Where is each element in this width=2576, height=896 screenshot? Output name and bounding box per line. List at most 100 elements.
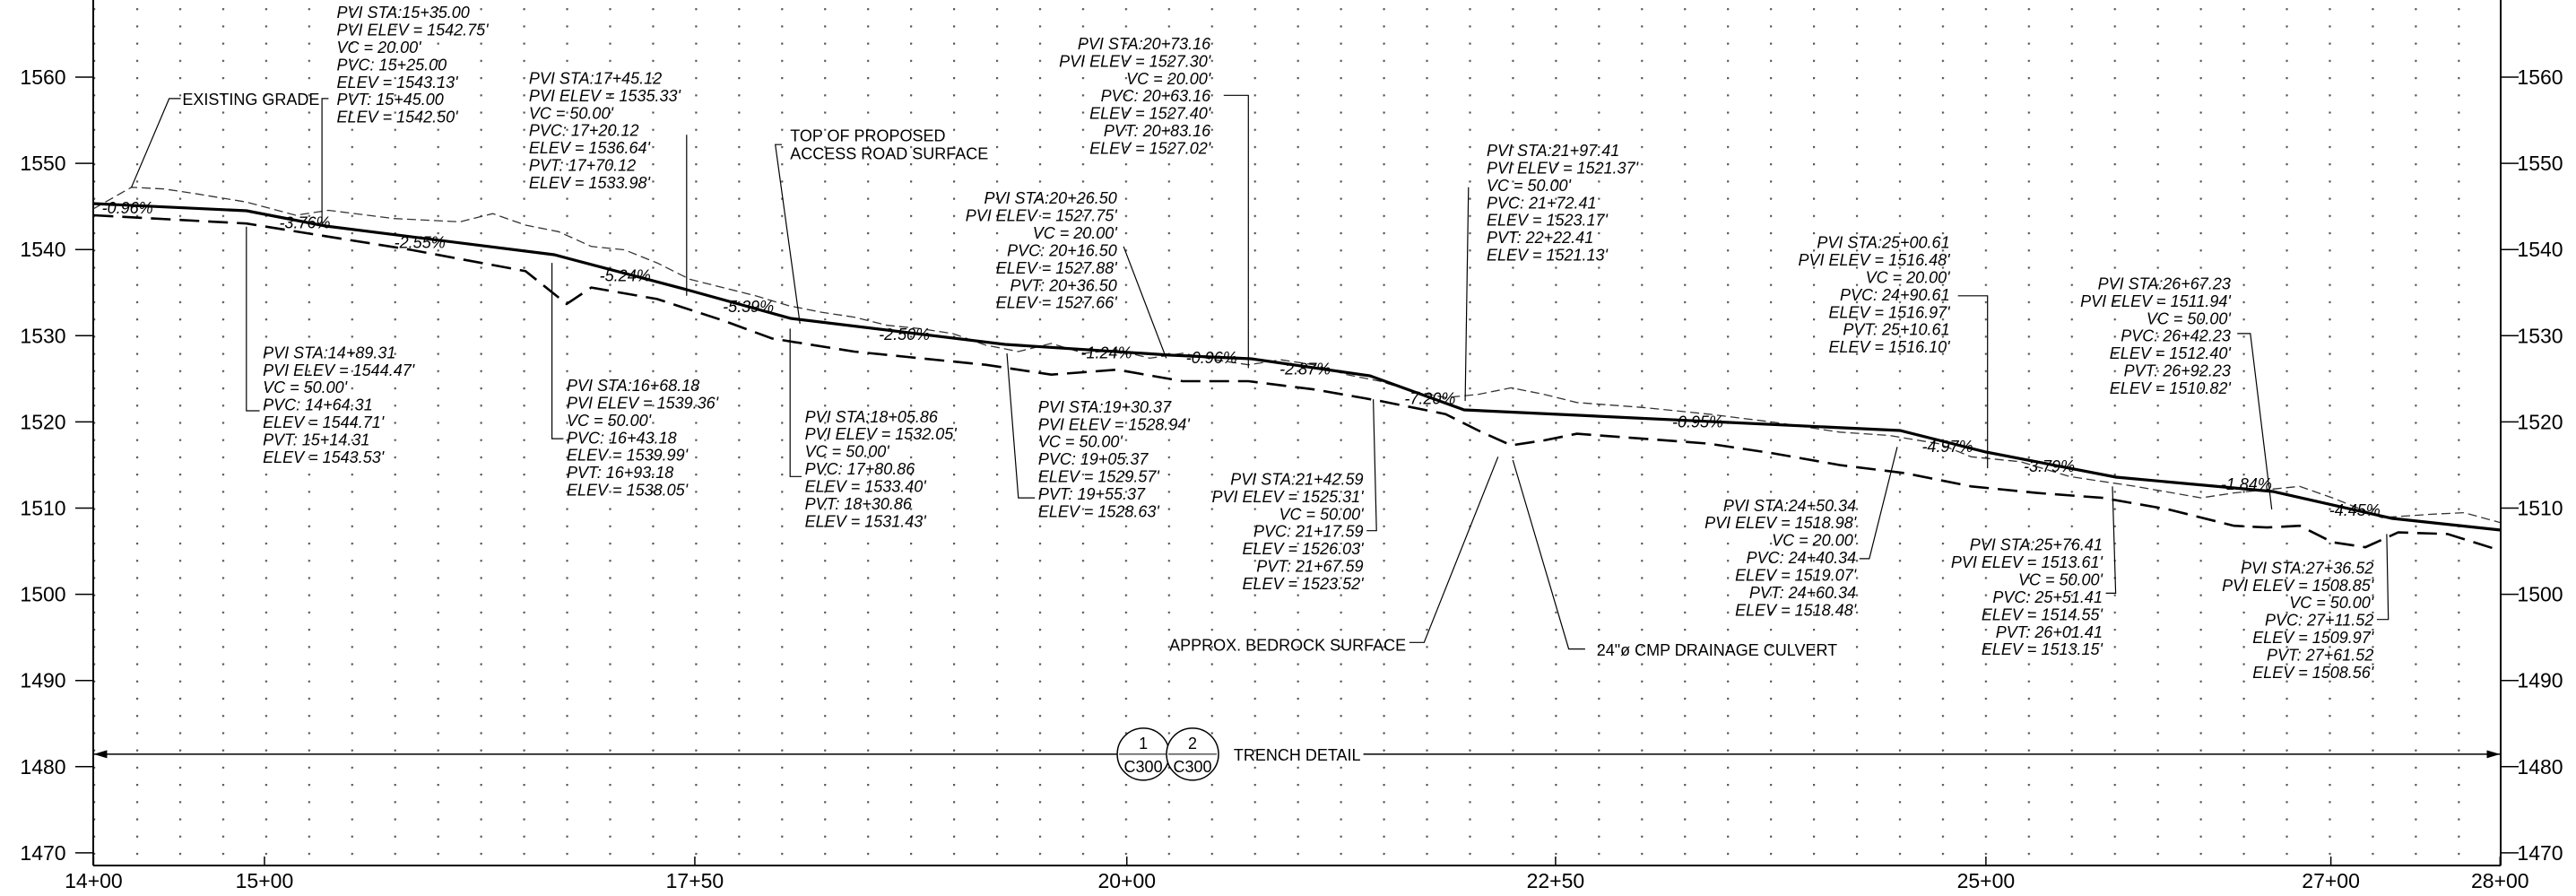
pvi-annotation: ELEV = 1510.82'	[2110, 379, 2232, 397]
grade-label: -1.24%	[1080, 344, 1132, 361]
pvi-annotation: PVC: 26+42.23	[2121, 327, 2231, 345]
pvi-annotation: VC = 50.00'	[2018, 571, 2103, 589]
pvi-annotation: PVI STA:18+05.86	[805, 408, 939, 426]
pvi-annotation: PVI ELEV = 1528.94'	[1038, 415, 1191, 433]
pvi-annotation: PVC: 25+51.41	[1992, 588, 2103, 606]
grade-label: -0.95%	[1672, 413, 1723, 431]
station-label: 22+50	[1527, 869, 1585, 892]
pvi-annotation: PVI ELEV = 1544.47'	[263, 361, 415, 379]
elevation-label: 1530	[2517, 324, 2563, 347]
trench-detail-label: TRENCH DETAIL	[1234, 746, 1361, 764]
elevation-label: 1510	[2517, 497, 2563, 520]
pvi-annotation: PVT: 26+92.23	[2124, 362, 2231, 380]
elevation-label: 1520	[20, 410, 65, 433]
pvi-annotation: VC = 50.00'	[567, 412, 652, 430]
grade-label: -2.50%	[879, 326, 930, 344]
dot-grid	[93, 0, 2501, 866]
elevation-label: 1520	[2517, 410, 2563, 433]
pvi-annotation: ELEV = 1518.48'	[1735, 601, 1857, 619]
elevation-label: 1560	[2517, 65, 2563, 89]
pvi-annotation: PVI ELEV = 1508.85'	[2222, 577, 2374, 595]
pvi-annotation: ELEV = 1531.43'	[805, 512, 927, 530]
pvi-annotation: PVT: 18+30.86	[805, 495, 913, 513]
pvi-annotation: PVC: 21+17.59	[1253, 523, 1364, 541]
station-label: 20+00	[1097, 869, 1156, 892]
pvi-annotation: ELEV = 1533.98'	[529, 174, 651, 192]
grade-label: -2.87%	[1279, 361, 1331, 378]
elevation-label: 1550	[20, 152, 65, 175]
elevation-label: 1550	[2517, 152, 2563, 175]
grade-label: -1.84%	[2221, 475, 2272, 493]
pvi-annotation: PVI ELEV = 1511.94'	[2080, 292, 2231, 310]
elevation-label: 1480	[2517, 755, 2563, 779]
pvi-annotation: VC = 20.00'	[337, 39, 422, 57]
pvi-annotation: ELEV = 1513.15'	[1982, 640, 2103, 658]
pvi-annotation: PVC: 24+40.34	[1747, 549, 1857, 567]
pvi-annotation: PVI STA:25+76.41	[1970, 536, 2103, 554]
pvi-annotation: PVC: 27+11.52	[2265, 612, 2373, 630]
pvi-annotation: PVT: 21+67.59	[1256, 558, 1363, 576]
pvi-annotation: PVC: 15+25.00	[337, 56, 447, 74]
pvi-annotation: ELEV = 1521.13'	[1487, 247, 1609, 265]
section-number: 2	[1188, 735, 1197, 752]
pvi-annotation: ELEV = 1519.07'	[1735, 566, 1857, 584]
pvi-annotation: PVT: 20+83.16	[1104, 122, 1211, 140]
pvi-annotation: VC = 50.00'	[2147, 309, 2232, 327]
pvi-annotation: PVI ELEV = 1535.33'	[529, 87, 681, 105]
pvi-annotation: VC = 50.00'	[2289, 594, 2374, 612]
pvi-annotation: ELEV = 1544.71'	[263, 413, 385, 431]
pvi-annotation: PVI ELEV = 1516.48'	[1799, 251, 1951, 269]
pvi-annotation: ELEV = 1509.97'	[2252, 629, 2374, 647]
pvi-annotation: PVC: 14+64.31	[263, 396, 373, 414]
grade-label: -0.96%	[102, 199, 153, 217]
section-number: 1	[1139, 735, 1148, 752]
pvi-annotation: PVC: 20+63.16	[1101, 87, 1212, 105]
pvi-annotation: VC = 20.00'	[1033, 224, 1118, 242]
pvi-annotation: ELEV = 1508.56'	[2252, 664, 2374, 682]
pvi-annotation: ELEV = 1538.05'	[567, 482, 689, 500]
pvi-annotation: PVC: 17+80.86	[805, 460, 916, 478]
pvi-annotation: PVC: 20+16.50	[1007, 241, 1117, 259]
pvi-annotation: VC = 50.00'	[263, 378, 348, 396]
elevation-label: 1480	[20, 755, 65, 779]
bedrock-label: APPROX. BEDROCK SURFACE	[1169, 636, 1406, 654]
pvi-annotation: PVI STA:25+00.61	[1817, 234, 1949, 252]
pvi-annotation: ELEV = 1533.40'	[805, 478, 927, 496]
pvi-annotation: PVI STA:26+67.23	[2098, 274, 2231, 292]
pvi-annotation: PVI STA:24+50.34	[1723, 497, 1856, 515]
grade-label: -4.97%	[1921, 438, 1973, 456]
pvi-annotation: ELEV = 1526.03'	[1243, 540, 1365, 558]
elevation-label: 1490	[2517, 669, 2563, 692]
pvi-annotation: ELEV = 1528.63'	[1038, 502, 1160, 520]
pvi-annotation: VC = 20.00'	[1126, 70, 1211, 88]
pvi-annotation: PVI STA:17+45.12	[529, 69, 662, 87]
station-label: 15+00	[236, 869, 294, 892]
pvi-annotation: VC = 50.00'	[805, 443, 890, 461]
pvi-annotation: PVC: 24+90.61	[1840, 286, 1950, 304]
pvi-annotation: ELEV = 1527.66'	[996, 294, 1118, 312]
pvi-annotation: ELEV = 1543.53'	[263, 448, 385, 466]
profile-drawing: 1560156015501550154015401530153015201520…	[0, 0, 2576, 892]
pvi-annotation: PVI ELEV = 1513.61'	[1951, 553, 2103, 571]
pvi-annotation: PVI ELEV = 1532.05'	[805, 425, 958, 443]
pvi-annotation: PVT: 27+61.52	[2267, 646, 2373, 664]
pvi-annotation: ELEV = 1543.13'	[337, 74, 459, 91]
pvi-annotation: PVI ELEV = 1518.98'	[1704, 514, 1857, 532]
pvi-annotation: PVI STA:21+42.59	[1230, 470, 1363, 488]
pvi-annotation: PVT: 15+45.00	[337, 91, 444, 109]
pvi-annotation: PVT: 17+70.12	[529, 157, 636, 175]
pvi-annotation: ELEV = 1527.88'	[996, 259, 1118, 277]
pvi-annotation: PVC: 16+43.18	[567, 429, 677, 447]
grade-label: -3.76%	[279, 214, 330, 232]
pvi-annotation: ELEV = 1523.52'	[1243, 575, 1365, 593]
pvi-annotation: VC = 50.00'	[1487, 177, 1572, 195]
grade-label: -4.45%	[2329, 501, 2381, 519]
pvi-annotation: ELEV = 1523.17'	[1487, 212, 1609, 230]
pvi-annotation: PVI STA:20+73.16	[1078, 35, 1211, 53]
pvi-annotation: ELEV = 1512.40'	[2110, 344, 2232, 362]
pvi-annotation: PVC: 19+05.37	[1038, 450, 1149, 468]
pvi-annotation: PVI STA:15+35.00	[337, 4, 470, 22]
pvi-annotation: ELEV = 1516.97'	[1829, 303, 1951, 321]
pvi-annotation: PVI STA:21+97.41	[1487, 142, 1619, 160]
pvi-annotation: PVT: 24+60.34	[1749, 584, 1856, 602]
